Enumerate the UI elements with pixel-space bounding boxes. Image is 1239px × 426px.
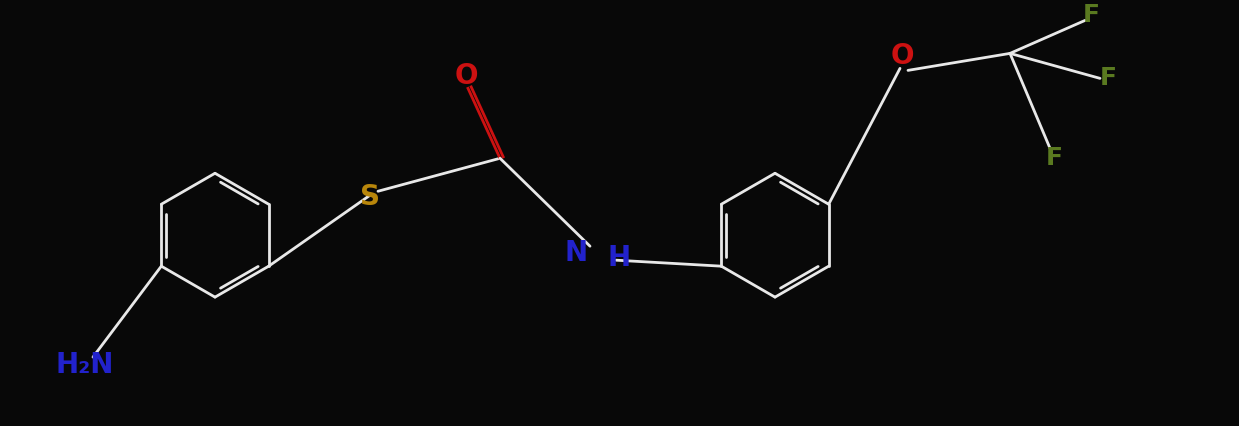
- Text: F: F: [1083, 3, 1099, 27]
- Text: O: O: [455, 62, 478, 90]
- Text: S: S: [361, 183, 380, 211]
- Text: F: F: [1046, 146, 1063, 170]
- Text: F: F: [1099, 66, 1116, 90]
- Text: H: H: [608, 244, 631, 272]
- Text: H₂N: H₂N: [55, 351, 114, 379]
- Text: N: N: [565, 239, 589, 267]
- Text: O: O: [891, 43, 913, 70]
